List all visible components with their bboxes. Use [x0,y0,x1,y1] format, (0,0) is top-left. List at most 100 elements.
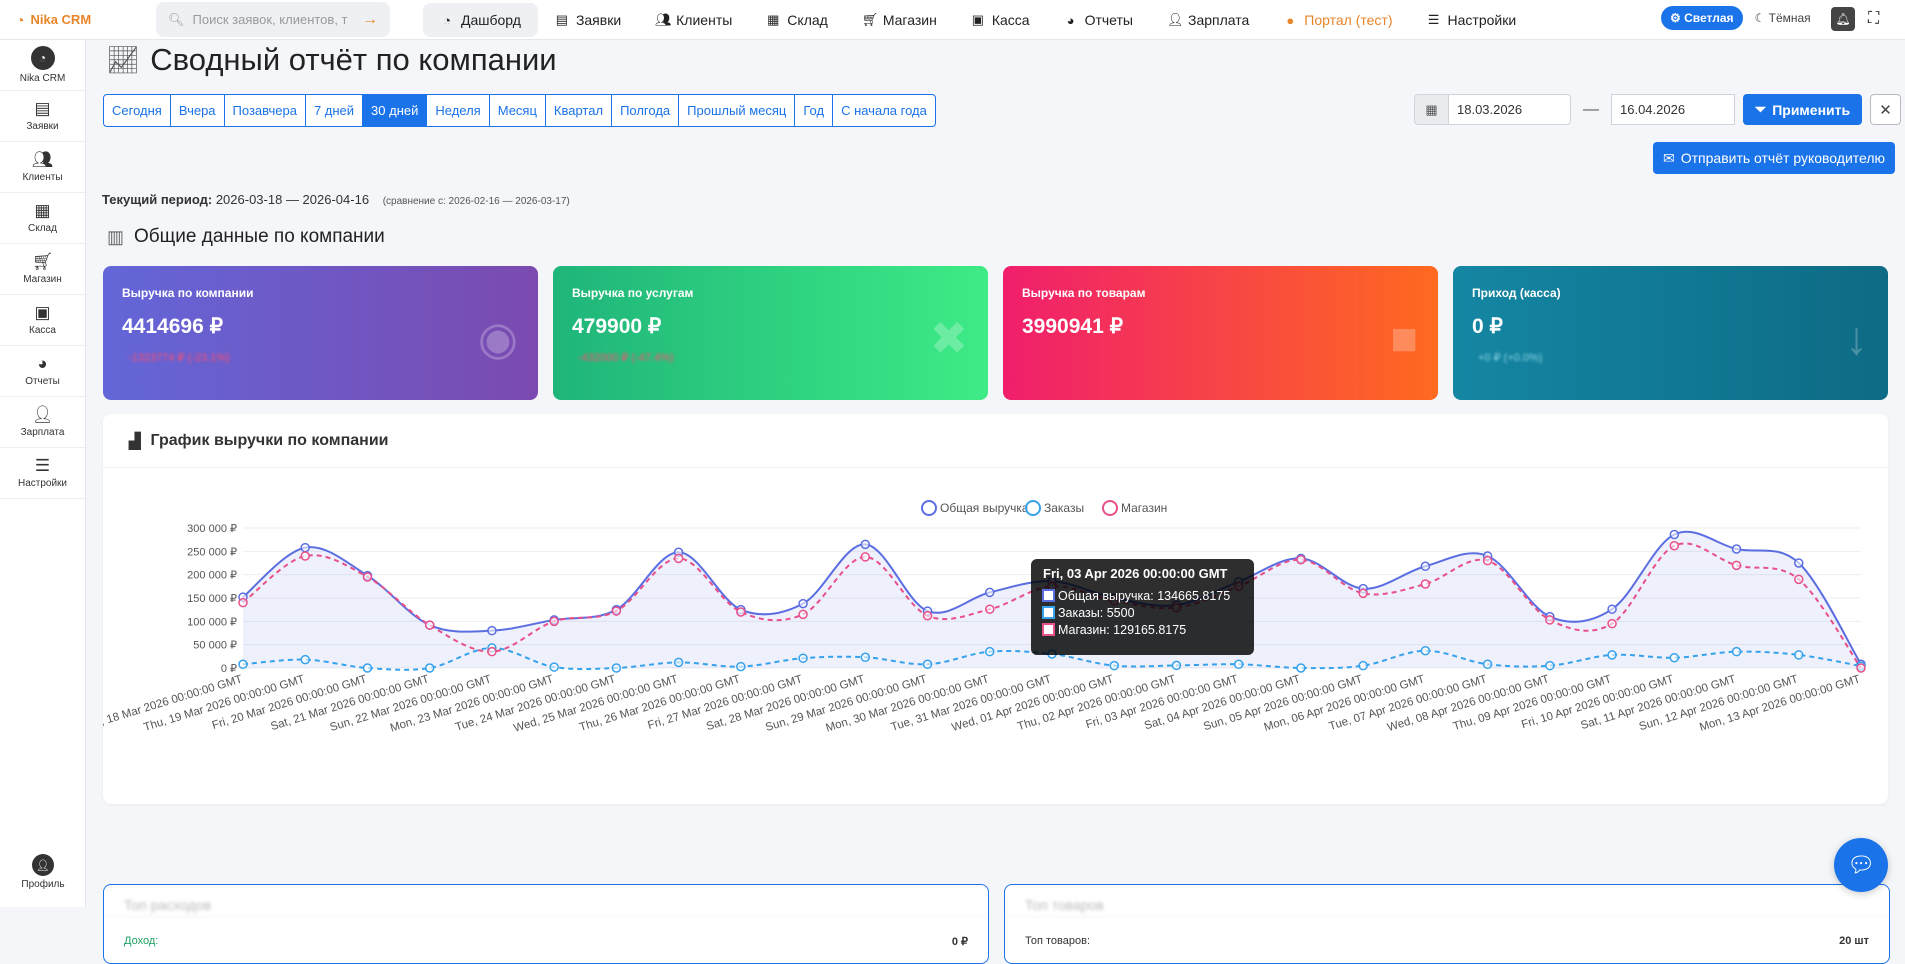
data-point[interactable] [1482,555,1493,566]
data-point[interactable] [1856,663,1866,673]
data-point[interactable] [673,657,684,668]
data-point[interactable] [1669,652,1680,663]
nav-settings[interactable]: ☰ Настройки [1410,3,1534,37]
data-point[interactable] [1669,540,1680,551]
data-point[interactable] [1731,646,1742,657]
sidebar-item-profile[interactable]: 👤︎ Профиль [0,854,86,890]
date-to-input[interactable]: 16.04.2026 [1611,94,1735,125]
period-button[interactable]: Месяц [490,95,546,126]
legend-label[interactable]: Общая выручка [940,501,1029,515]
data-point[interactable] [300,654,310,665]
period-button[interactable]: Квартал [546,95,613,126]
search-box[interactable]: 🔍︎ Поиск заявок, клиентов, т → [156,2,390,37]
data-point[interactable] [1669,529,1680,540]
sidebar-item-warehouse[interactable]: ▦ Склад [0,193,85,244]
data-point[interactable] [424,620,435,630]
nav-clients[interactable]: 👥︎ Клиенты [638,3,749,37]
data-point[interactable] [611,663,622,673]
legend-label[interactable]: Магазин [1121,501,1167,515]
send-report-button[interactable]: ✉ Отправить отчёт руководителю [1653,142,1896,174]
period-button[interactable]: Вчера [171,95,225,126]
bell-icon[interactable]: 🔔︎ [1831,7,1855,31]
data-point[interactable] [1296,554,1306,565]
data-point[interactable] [238,597,248,608]
data-point[interactable] [673,553,684,564]
data-point[interactable] [487,625,497,636]
data-point[interactable] [1731,560,1742,571]
nav-salary[interactable]: 👤︎ Зарплата [1150,3,1266,37]
theme-dark-button[interactable]: ☾ Тёмная [1754,11,1811,25]
data-point[interactable] [1233,659,1244,670]
data-point[interactable] [985,604,995,614]
calendar-icon[interactable]: ▦ [1414,94,1448,125]
period-button[interactable]: Позавчера [225,95,306,126]
data-point[interactable] [922,610,933,621]
period-button[interactable]: 7 дней [306,95,364,126]
data-point[interactable] [300,542,310,553]
data-point[interactable] [1794,574,1804,585]
theme-light-button[interactable]: ⚙ Светлая [1661,6,1743,30]
nav-warehouse[interactable]: ▦ Склад [749,3,845,37]
sidebar-item-requests[interactable]: ▤ Заявки [0,91,85,142]
data-point[interactable] [1794,558,1804,568]
period-button[interactable]: Полгода [612,95,680,126]
data-point[interactable] [424,663,435,673]
date-from-input[interactable]: 18.03.2026 [1448,94,1571,125]
data-point[interactable] [736,607,746,617]
search-input[interactable]: Поиск заявок, клиентов, т [192,12,348,27]
period-button[interactable]: С начала года [841,103,927,118]
data-point[interactable] [1482,659,1493,670]
legend-marker[interactable] [1025,500,1041,516]
data-point[interactable] [238,659,248,670]
data-point[interactable] [1545,660,1555,671]
data-point[interactable] [985,646,995,657]
period-button[interactable]: Неделя [427,95,490,126]
nav-portal[interactable]: ● Портал (тест) [1266,3,1409,37]
sidebar-item-salary[interactable]: 👤︎ Зарплата [0,397,85,448]
data-point[interactable] [860,539,871,550]
period-button[interactable]: Прошлый месяц [679,95,796,126]
data-point[interactable] [860,652,871,663]
data-point[interactable] [985,587,995,598]
data-point[interactable] [487,646,497,657]
data-point[interactable] [362,572,373,582]
data-point[interactable] [798,609,808,620]
sidebar-item-settings[interactable]: ☰ Настройки [0,448,85,499]
period-button[interactable]: Год [795,95,834,126]
data-point[interactable] [798,653,808,663]
fullscreen-icon[interactable]: ⛶ [1868,10,1880,27]
sidebar-item-shop[interactable]: 🛒︎ Магазин [0,244,85,295]
nav-requests[interactable]: ▤ Заявки [538,3,638,37]
sidebar-item-clients[interactable]: 👥︎ Клиенты [0,142,85,193]
reset-button[interactable]: ✕ [1870,94,1902,125]
data-point[interactable] [1420,579,1431,589]
data-point[interactable] [922,659,933,670]
data-point[interactable] [1171,660,1182,671]
sidebar-item-home[interactable]: ◔ Nika CRM [0,40,85,91]
data-point[interactable] [549,616,559,627]
data-point[interactable] [1607,618,1617,629]
data-point[interactable] [1731,544,1742,554]
nav-dashboard[interactable]: ◔ Дашборд [423,3,538,37]
data-point[interactable] [1358,660,1368,671]
data-point[interactable] [362,663,373,673]
period-button[interactable]: 30 дней [363,95,428,126]
apply-button[interactable]: ⏷ Применить [1743,94,1863,125]
legend-marker[interactable] [921,500,937,516]
data-point[interactable] [1420,645,1431,656]
data-point[interactable] [1607,650,1617,660]
period-button[interactable]: Сегодня [104,95,171,126]
nav-shop[interactable]: 🛒︎ Магазин [845,3,954,37]
data-point[interactable] [1794,650,1804,660]
sidebar-item-cashbox[interactable]: ▣ Касса [0,295,85,346]
data-point[interactable] [1296,663,1306,673]
legend-label[interactable]: Заказы [1044,501,1084,515]
sidebar-item-reports[interactable]: ◕ Отчеты [0,346,85,397]
data-point[interactable] [1420,561,1431,572]
revenue-chart[interactable]: 0 ₽ 50 000 ₽ 100 000 ₽ 150 000 ₽ 200 000 ₽ 25… [77,468,1888,804]
data-point[interactable] [1545,615,1555,625]
brand[interactable]: ◔ Nika CRM [0,12,150,28]
search-go-icon[interactable]: → [362,10,378,28]
data-point[interactable] [1607,604,1617,614]
nav-reports[interactable]: ◕ Отчеты [1047,3,1150,37]
